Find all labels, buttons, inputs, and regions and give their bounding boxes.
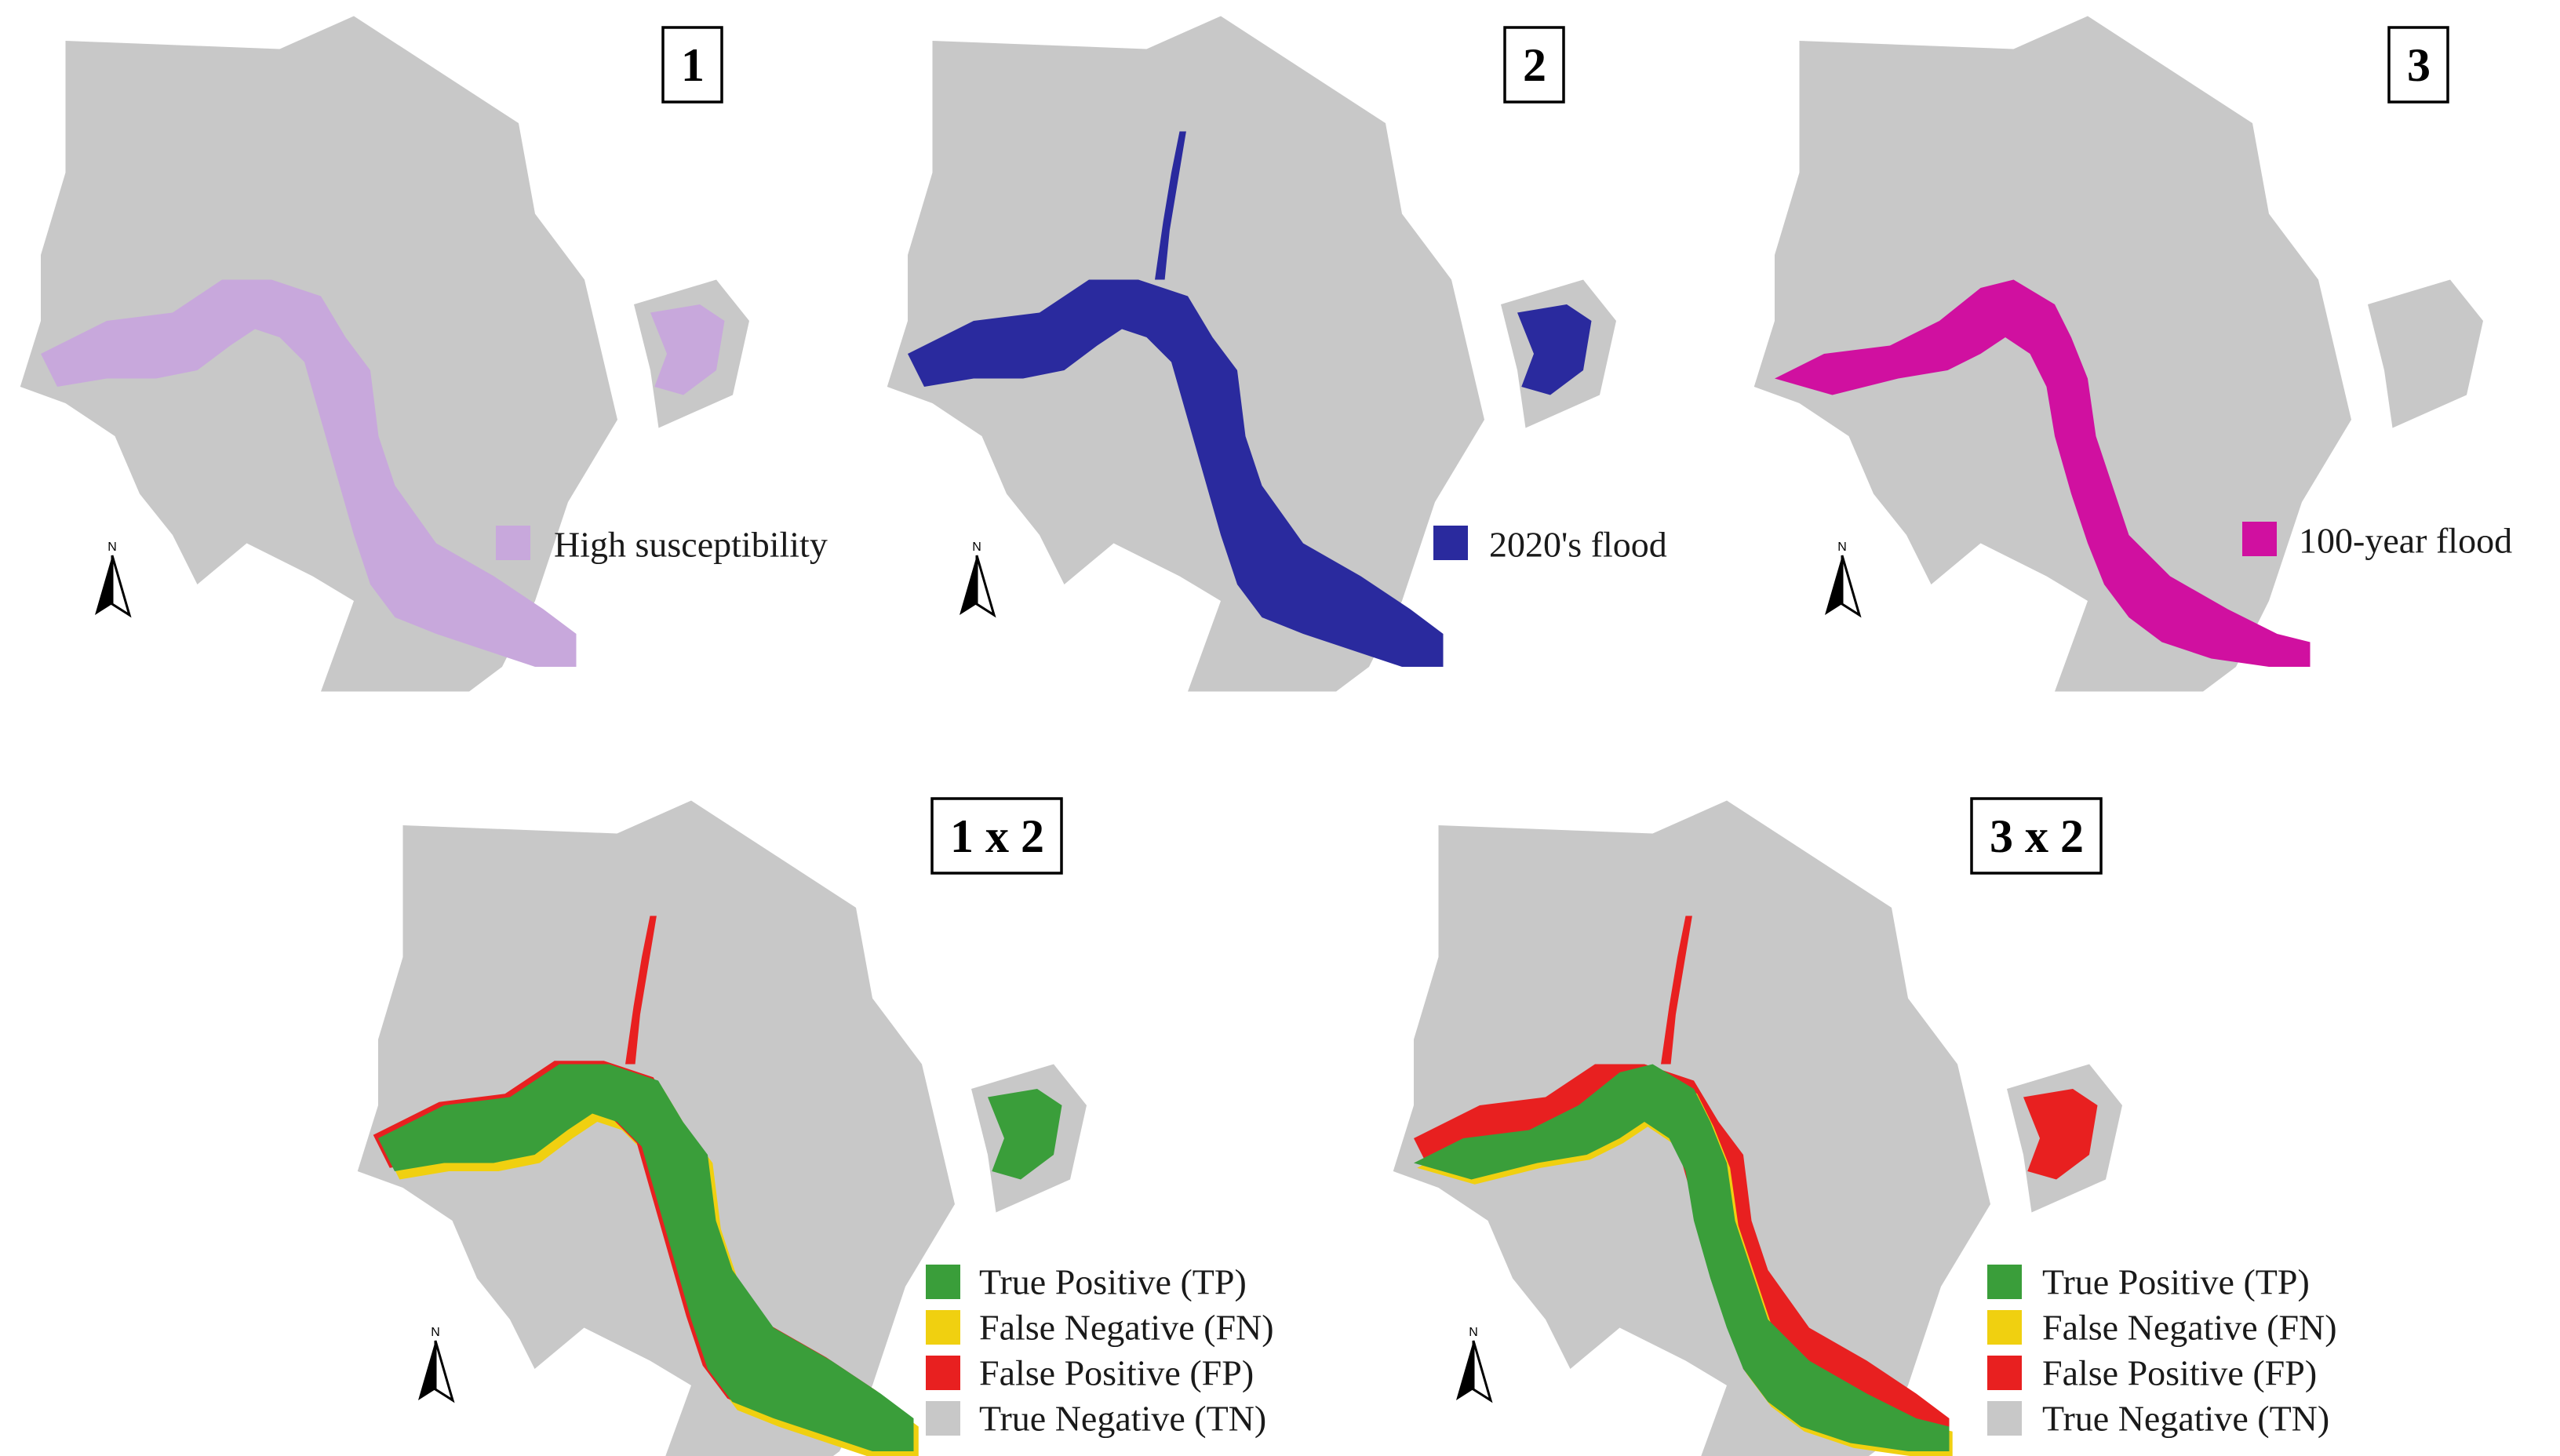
panel-3-north-arrow: N	[1823, 541, 1861, 617]
north-arrow-icon	[93, 554, 131, 617]
panel-1x2-legend: True Positive (TP) False Negative (FN) F…	[926, 1262, 1274, 1439]
panel-3x2-legend: True Positive (TP) False Negative (FN) F…	[1987, 1262, 2337, 1439]
panel-1x2-north-arrow: N	[417, 1326, 454, 1402]
legend-label-true-positive: True Positive (TP)	[979, 1262, 1247, 1302]
north-arrow-icon	[417, 1339, 454, 1402]
panel-1-legend: High susceptibility	[496, 525, 828, 565]
north-arrow-icon	[1455, 1339, 1492, 1402]
legend-label-flood-2020: 2020's flood	[1489, 525, 1667, 565]
panel-3x2-tag: 3 x 2	[1970, 797, 2103, 875]
legend-label-high-susceptibility: High susceptibility	[554, 525, 828, 565]
panel-2-north-arrow: N	[958, 541, 996, 617]
legend-label-false-negative: False Negative (FN)	[979, 1308, 1274, 1348]
legend-swatch-false-positive	[926, 1356, 960, 1390]
map-panel-2	[887, 16, 1616, 692]
panel-1-tag: 1	[661, 26, 723, 104]
north-label: N	[1837, 541, 1847, 554]
north-arrow-icon	[1823, 554, 1861, 617]
panel-1x2-tag: 1 x 2	[930, 797, 1063, 875]
panel-2-legend: 2020's flood	[1433, 525, 1667, 565]
legend-label-false-positive: False Positive (FP)	[2042, 1353, 2317, 1393]
north-label: N	[1469, 1326, 1478, 1339]
north-label: N	[972, 541, 981, 554]
legend-swatch-false-positive	[1987, 1356, 2022, 1390]
panel-1x2-tag-label: 1 x 2	[950, 810, 1044, 862]
legend-label-true-positive: True Positive (TP)	[2042, 1262, 2310, 1302]
legend-swatch-true-negative	[926, 1401, 960, 1436]
panel-3-tag-label: 3	[2407, 39, 2431, 91]
legend-label-true-negative: True Negative (TN)	[979, 1399, 1266, 1439]
panel-2-tag: 2	[1503, 26, 1565, 104]
north-label: N	[107, 541, 117, 554]
legend-swatch-flood-100-year	[2242, 522, 2277, 556]
legend-swatch-true-negative	[1987, 1401, 2022, 1436]
legend-swatch-false-negative	[926, 1310, 960, 1345]
panel-3-tag: 3	[2387, 26, 2449, 104]
map-panel-1x2	[357, 800, 1087, 1456]
panel-2-tag-label: 2	[1523, 39, 1546, 91]
legend-label-false-negative: False Negative (FN)	[2042, 1308, 2337, 1348]
panel-3x2-north-arrow: N	[1455, 1326, 1492, 1402]
legend-label-flood-100-year: 100-year flood	[2299, 521, 2512, 561]
panel-1-tag-label: 1	[681, 39, 705, 91]
panel-1-north-arrow: N	[93, 541, 131, 617]
panel-3-legend: 100-year flood	[2242, 521, 2512, 561]
legend-label-false-positive: False Positive (FP)	[979, 1353, 1254, 1393]
legend-swatch-true-positive	[1987, 1265, 2022, 1299]
legend-label-true-negative: True Negative (TN)	[2042, 1399, 2329, 1439]
north-arrow-icon	[958, 554, 996, 617]
legend-swatch-false-negative	[1987, 1310, 2022, 1345]
map-panel-1	[20, 16, 749, 692]
legend-swatch-flood-2020	[1433, 526, 1468, 560]
north-label: N	[431, 1326, 440, 1339]
map-panel-3	[1753, 16, 2483, 692]
legend-swatch-high-susceptibility	[496, 526, 530, 560]
legend-swatch-true-positive	[926, 1265, 960, 1299]
panel-3x2-tag-label: 3 x 2	[1990, 810, 2084, 862]
